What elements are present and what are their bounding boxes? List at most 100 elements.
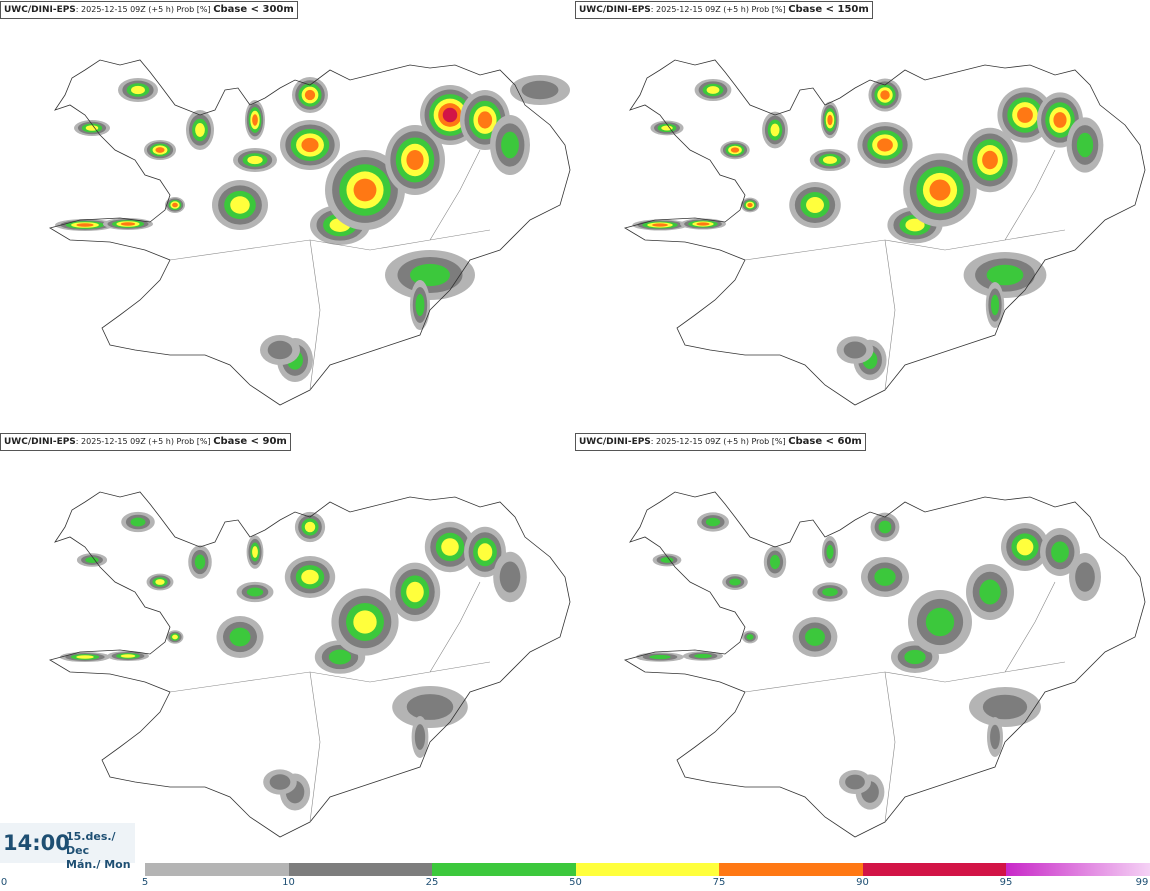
probability-area	[247, 155, 263, 165]
probability-area	[246, 587, 264, 597]
probability-area	[131, 85, 145, 95]
probability-area	[806, 197, 824, 213]
probability-area	[1075, 562, 1095, 592]
probability-area	[1053, 112, 1067, 128]
probability-area	[827, 114, 833, 126]
run-info: 2025-12-15 09Z (+5 h) Prob [%]	[81, 5, 211, 14]
probability-area	[477, 543, 493, 561]
panel-title: UWC/DINI-EPS: 2025-12-15 09Z (+5 h) Prob…	[575, 433, 866, 451]
probability-area	[76, 223, 94, 227]
probability-area	[194, 554, 206, 570]
panel-title: UWC/DINI-EPS: 2025-12-15 09Z (+5 h) Prob…	[575, 1, 873, 19]
probability-area	[477, 111, 493, 129]
probability-area	[120, 222, 136, 226]
probability-area	[521, 80, 559, 100]
probability-area	[925, 607, 955, 637]
coastline	[48, 59, 571, 406]
valid-date: 15.des./ Dec Mán./ Mon	[66, 830, 135, 872]
legend-label: 25	[425, 877, 439, 888]
probability-area	[843, 341, 867, 359]
probability-area	[986, 264, 1024, 286]
road-lines	[169, 149, 491, 391]
probability-area	[304, 521, 316, 533]
probability-area	[705, 517, 721, 527]
probability-area	[172, 634, 178, 640]
probability-area	[353, 610, 377, 634]
probability-area	[328, 649, 352, 665]
probability-area	[878, 520, 892, 534]
probability-area	[267, 340, 293, 360]
coastline	[48, 491, 571, 838]
legend-label: 95	[999, 877, 1013, 888]
probability-area	[649, 654, 671, 660]
probability-area	[353, 178, 377, 202]
probability-area	[195, 123, 205, 137]
model-name: UWC/DINI-EPS	[4, 5, 76, 15]
legend-swatch	[288, 863, 433, 876]
probability-area	[905, 218, 925, 232]
probability-area	[1017, 107, 1033, 123]
probability-area	[877, 138, 893, 152]
probability-area	[696, 222, 710, 226]
iceland-map	[623, 491, 1146, 838]
probability-area	[990, 294, 1000, 316]
probability-area	[746, 634, 754, 640]
legend-swatch	[862, 863, 1007, 876]
field-name: Cbase < 60m	[788, 436, 862, 447]
panel-title: UWC/DINI-EPS: 2025-12-15 09Z (+5 h) Prob…	[0, 1, 298, 19]
probability-area	[982, 694, 1028, 720]
probability-area	[229, 627, 251, 647]
probability-area	[904, 649, 926, 665]
probability-area	[406, 150, 424, 170]
probability-area	[501, 131, 519, 159]
probability-area	[130, 517, 146, 527]
probability-area	[1076, 132, 1094, 158]
run-info: 2025-12-15 09Z (+5 h) Prob [%]	[656, 5, 786, 14]
probability-area	[822, 587, 838, 597]
probability-area	[441, 538, 459, 556]
legend-label: 50	[569, 877, 582, 888]
probability-area	[155, 579, 165, 585]
model-name: UWC/DINI-EPS	[579, 437, 651, 447]
valid-date-line1: 15.des./ Dec	[66, 830, 116, 857]
probability-area	[822, 156, 838, 164]
probability-area	[770, 123, 780, 137]
probability-area	[979, 579, 1001, 605]
map-panel-cbase-90: UWC/DINI-EPS: 2025-12-15 09Z (+5 h) Prob…	[0, 432, 575, 864]
run-info: 2025-12-15 09Z (+5 h) Prob [%]	[81, 437, 211, 446]
legend-label: 90	[856, 877, 869, 888]
probability-area	[85, 557, 99, 563]
map-panel-cbase-300: UWC/DINI-EPS: 2025-12-15 09Z (+5 h) Prob…	[0, 0, 575, 432]
probability-area	[652, 223, 668, 227]
coastline	[623, 59, 1146, 406]
legend-label: 5	[141, 877, 149, 888]
probability-area	[1016, 538, 1034, 556]
road-lines	[744, 149, 1066, 391]
probability-area	[929, 179, 951, 201]
probability-area	[982, 150, 998, 170]
probability-area	[230, 196, 250, 214]
legend-label: 99	[1135, 877, 1149, 888]
probability-area	[694, 653, 712, 659]
valid-time: 14:00	[3, 831, 70, 855]
map-panel-cbase-60: UWC/DINI-EPS: 2025-12-15 09Z (+5 h) Prob…	[575, 432, 1150, 864]
probability-area	[406, 694, 454, 720]
probability-area	[706, 86, 720, 94]
map-panel-cbase-150: UWC/DINI-EPS: 2025-12-15 09Z (+5 h) Prob…	[575, 0, 1150, 432]
model-name: UWC/DINI-EPS	[4, 437, 76, 447]
probability-area	[415, 293, 425, 317]
probability-area	[301, 137, 319, 153]
probability-area	[770, 554, 780, 570]
probability-area	[120, 654, 136, 658]
run-info: 2025-12-15 09Z (+5 h) Prob [%]	[656, 437, 786, 446]
probability-area	[155, 147, 165, 153]
probability-area	[1051, 541, 1069, 563]
legend-label: 0	[0, 877, 8, 888]
legend-swatch	[145, 863, 289, 876]
probability-area	[85, 125, 99, 131]
probability-area	[805, 628, 825, 646]
probability-area	[747, 202, 753, 208]
probability-area	[729, 578, 741, 586]
probability-area	[414, 724, 426, 750]
legend-label: 10	[282, 877, 295, 888]
